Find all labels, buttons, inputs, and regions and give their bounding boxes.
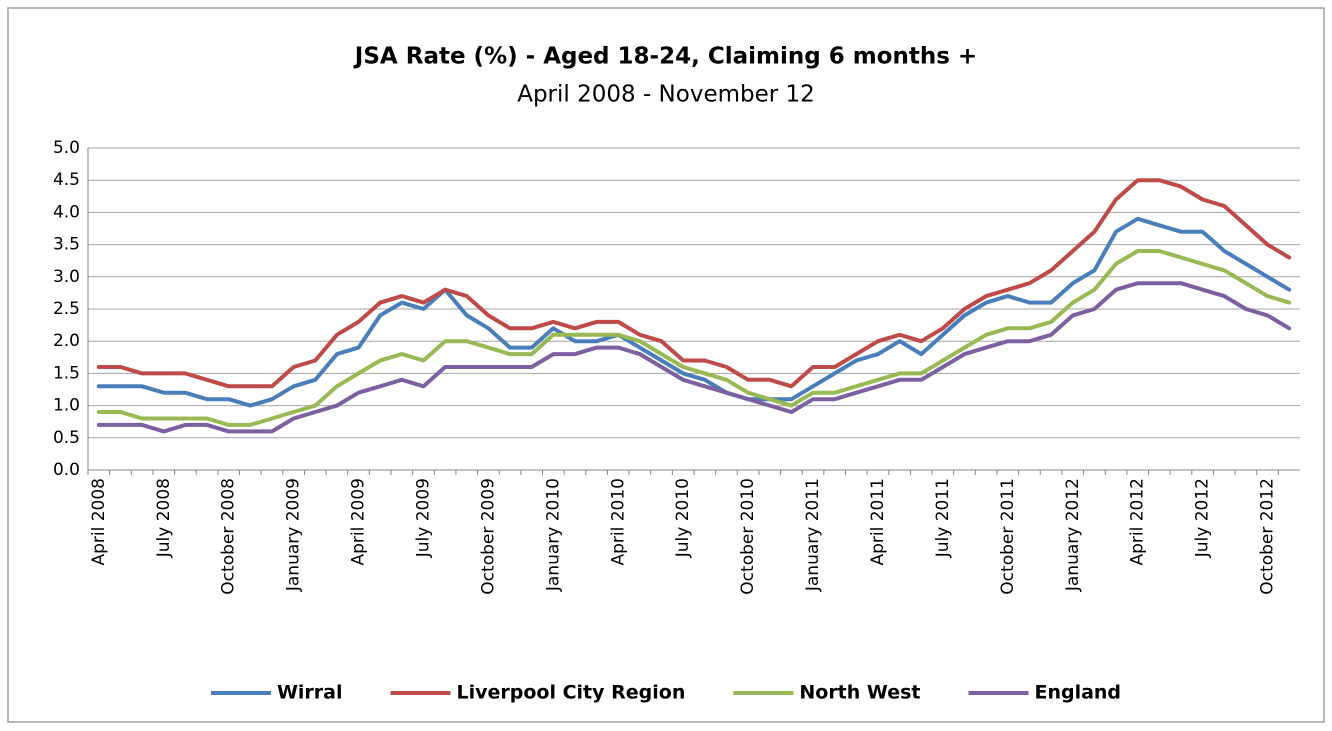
y-tick-label: 0.5 <box>53 428 80 448</box>
series-line <box>96 178 1292 389</box>
x-tick-label: April 2012 <box>1128 478 1148 566</box>
x-tick-label: January 2011 <box>803 478 823 592</box>
legend-label: England <box>1034 682 1121 704</box>
x-tick-label: April 2011 <box>868 478 888 566</box>
x-tick-label: October 2011 <box>998 478 1018 595</box>
x-tick-label: January 2010 <box>543 478 563 592</box>
legend-label: North West <box>799 682 920 704</box>
legend-label: Wirral <box>277 682 343 704</box>
y-tick-label: 3.0 <box>53 267 80 287</box>
x-tick-label: April 2010 <box>608 478 628 566</box>
series-line <box>96 216 1292 408</box>
chart-title: JSA Rate (%) - Aged 18-24, Claiming 6 mo… <box>353 44 977 70</box>
x-tick-label: October 2009 <box>478 478 498 595</box>
x-tick-label: July 2010 <box>673 478 693 558</box>
y-tick-label: 0.0 <box>53 460 80 480</box>
y-tick-label: 2.0 <box>53 331 80 351</box>
x-tick-label: October 2010 <box>738 478 758 595</box>
x-tick-label: July 2008 <box>154 478 174 558</box>
y-tick-label: 5.0 <box>53 138 80 158</box>
x-tick-label: April 2009 <box>349 478 369 566</box>
x-tick-label: October 2008 <box>219 478 239 595</box>
y-tick-label: 1.0 <box>53 396 80 416</box>
y-tick-label: 3.5 <box>53 235 80 255</box>
y-tick-label: 1.5 <box>53 363 80 383</box>
series-line <box>96 281 1292 434</box>
chart-subtitle: April 2008 - November 12 <box>517 82 815 108</box>
x-tick-label: January 2009 <box>284 478 304 592</box>
x-tick-label: July 2012 <box>1193 478 1213 558</box>
y-tick-label: 4.5 <box>53 170 80 190</box>
series-line <box>96 249 1292 427</box>
x-tick-label: July 2009 <box>413 478 433 558</box>
y-tick-label: 4.0 <box>53 202 80 222</box>
x-tick-label: October 2012 <box>1258 478 1278 595</box>
legend-label: Liverpool City Region <box>457 682 686 704</box>
x-tick-label: January 2012 <box>1063 478 1083 592</box>
x-tick-label: July 2011 <box>933 478 953 558</box>
y-tick-label: 2.5 <box>53 299 80 319</box>
x-tick-label: April 2008 <box>89 478 109 566</box>
